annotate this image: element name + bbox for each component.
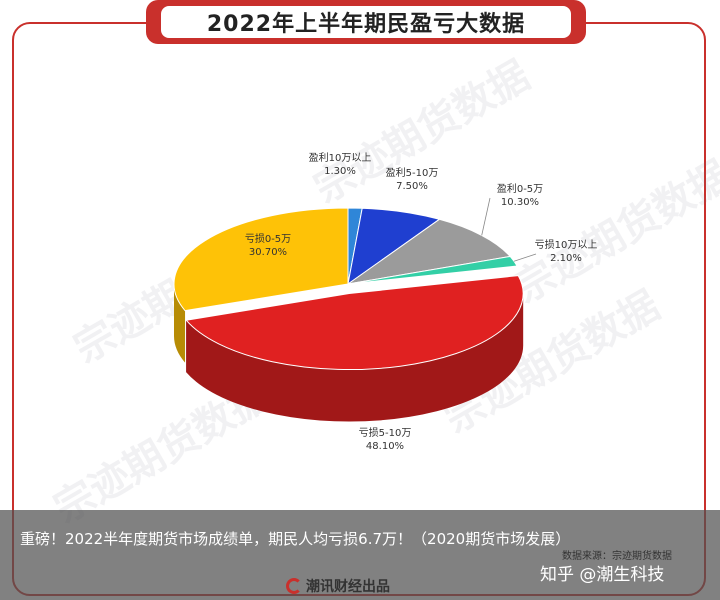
caption-text: 重磅！2022半年度期货市场成绩单，期民人均亏损6.7万！（2020期货市场发展… (20, 530, 571, 548)
slice-label-value: 7.50% (396, 181, 428, 192)
slice-label-value: 48.10% (365, 441, 405, 452)
slice-label-value: 10.30% (500, 197, 540, 208)
slice-label: 亏损5-10万 48.10% (345, 427, 425, 453)
slice-label: 亏损0-5万 30.70% (228, 233, 308, 259)
slice-label-name: 盈利5-10万 (385, 168, 439, 179)
pie-slice (347, 218, 512, 285)
label-leader-line (481, 197, 491, 236)
slice-label-name: 亏损0-5万 (244, 234, 292, 245)
caption-banner (0, 510, 720, 600)
pie-slice (173, 207, 349, 312)
brand: 潮讯财经出品 (286, 576, 390, 596)
slice-label: 盈利0-5万 10.30% (480, 183, 560, 209)
slice-label-value: 30.70% (248, 247, 288, 258)
slice-label: 盈利5-10万 7.50% (372, 167, 452, 193)
brand-logo-icon (286, 578, 302, 594)
slice-label: 亏损10万以上 2.10% (526, 239, 606, 265)
zhihu-watermark: 知乎 @潮生科技 (540, 565, 665, 585)
slice-label-name: 亏损5-10万 (358, 428, 412, 439)
slice-label-value: 1.30% (324, 166, 356, 177)
pie-slice (185, 275, 524, 371)
pie-slice-side (186, 293, 524, 422)
data-source: 数据来源：宗迹期货数据 (562, 551, 672, 562)
slice-label: 盈利10万以上 1.30% (300, 152, 380, 178)
title-tab: 2022年上半年期民盈亏大数据 (146, 0, 586, 44)
brand-name: 潮讯财经出品 (306, 579, 390, 595)
label-leader-line (513, 253, 537, 262)
slice-label-name: 盈利0-5万 (496, 184, 544, 195)
slice-label-value: 2.10% (550, 253, 582, 264)
pie-slice-side (174, 284, 186, 363)
slice-label-name: 盈利10万以上 (308, 153, 372, 164)
slice-label-name: 亏损10万以上 (534, 240, 598, 251)
pie-slice (347, 255, 518, 285)
page-title: 2022年上半年期民盈亏大数据 (161, 6, 571, 38)
